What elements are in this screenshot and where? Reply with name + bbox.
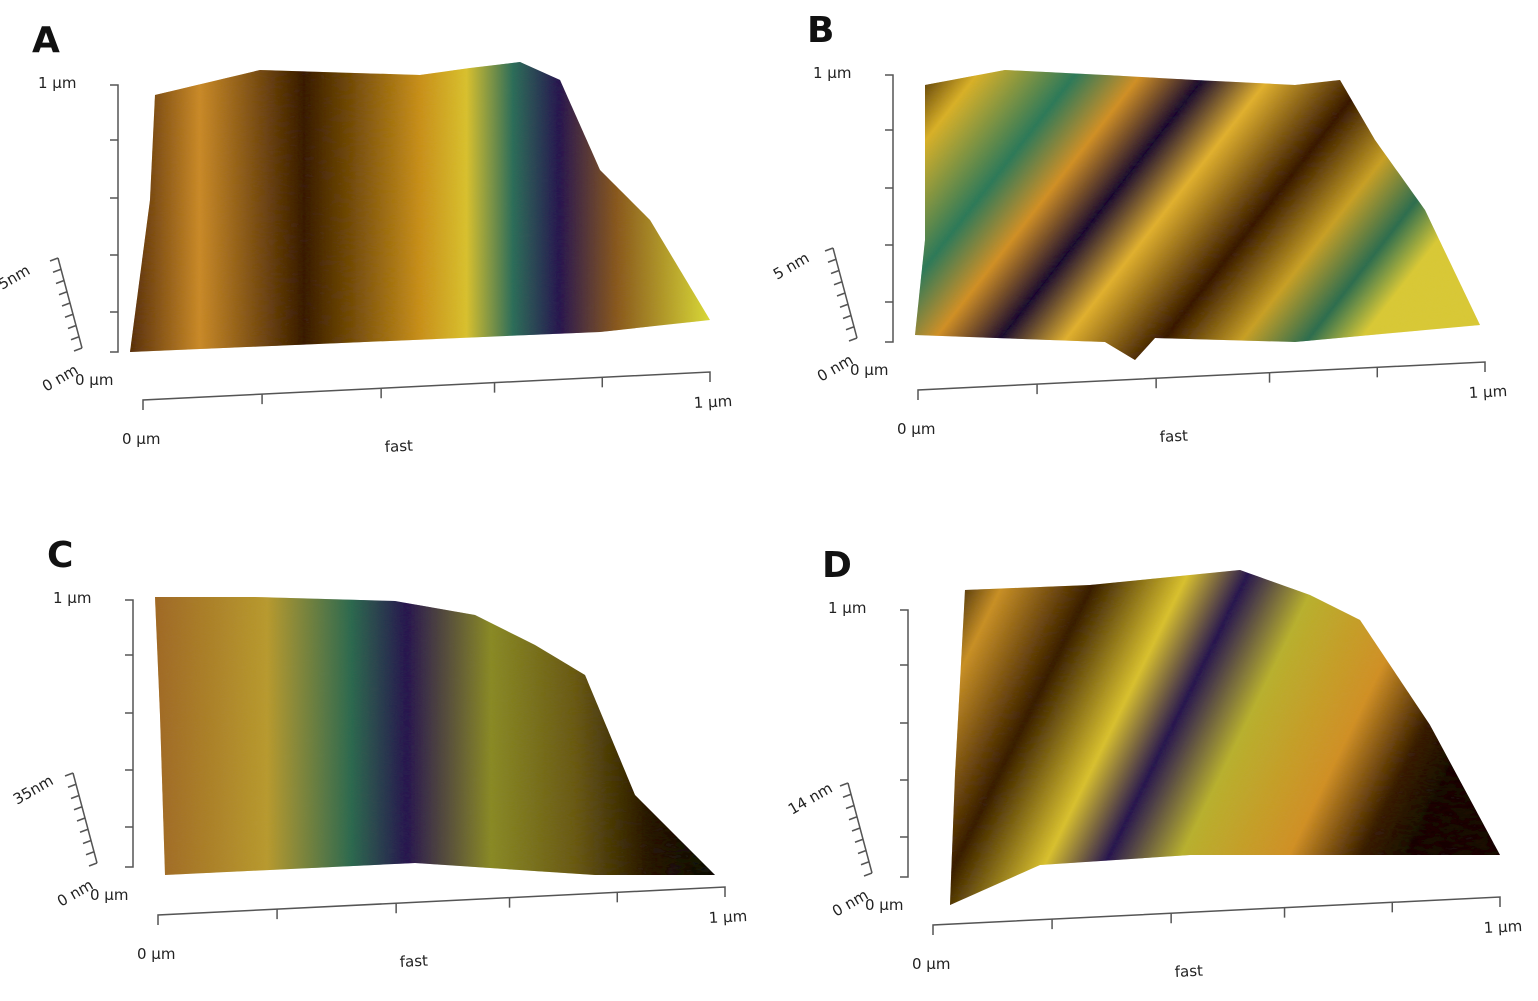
z-tick bbox=[89, 863, 97, 866]
z-tick bbox=[71, 337, 79, 340]
x-axis-title: fast bbox=[384, 437, 413, 456]
z-tick bbox=[65, 314, 73, 317]
panel-label: D bbox=[822, 545, 852, 586]
z-top-label: 5nm bbox=[0, 261, 33, 293]
z-tick bbox=[846, 806, 854, 809]
z-tick bbox=[849, 338, 857, 341]
z-tick bbox=[858, 851, 866, 854]
z-tick bbox=[861, 862, 869, 865]
z-tick bbox=[71, 796, 79, 799]
y-top-label: 1 µm bbox=[813, 64, 851, 82]
z-tick bbox=[837, 293, 845, 296]
x-start-label: 0 µm bbox=[912, 955, 950, 973]
x-start-label: 0 µm bbox=[897, 420, 935, 438]
afm-surface bbox=[130, 62, 710, 352]
panel-label: C bbox=[47, 535, 73, 576]
afm-surface bbox=[915, 70, 1480, 360]
x-start-label: 0 µm bbox=[137, 945, 175, 963]
z-tick bbox=[843, 794, 851, 797]
origin-label: 0 µm bbox=[850, 361, 888, 379]
z-tick bbox=[834, 282, 842, 285]
z-tick bbox=[59, 292, 67, 295]
x-end-label: 1 µm bbox=[1483, 917, 1522, 937]
afm-surface bbox=[155, 597, 715, 875]
z-tick bbox=[840, 783, 848, 786]
z-tick bbox=[840, 304, 848, 307]
z-tick bbox=[843, 316, 851, 319]
x-end-label: 1 µm bbox=[708, 907, 747, 927]
x-end-label: 1 µm bbox=[693, 392, 732, 412]
z-tick bbox=[62, 303, 70, 306]
z-tick bbox=[50, 258, 58, 261]
y-top-label: 1 µm bbox=[828, 599, 866, 617]
panel-label: A bbox=[32, 20, 60, 61]
z-tick bbox=[849, 817, 857, 820]
z-top-label: 14 nm bbox=[785, 779, 836, 819]
z-tick bbox=[74, 807, 82, 810]
z-top-label: 35nm bbox=[10, 771, 56, 808]
z-tick bbox=[86, 852, 94, 855]
x-axis-title: fast bbox=[399, 952, 428, 971]
x-axis bbox=[933, 897, 1500, 935]
afm-surface bbox=[950, 570, 1500, 905]
z-tick bbox=[56, 281, 64, 284]
z-tick bbox=[68, 326, 76, 329]
z-tick bbox=[846, 327, 854, 330]
z-tick bbox=[83, 841, 91, 844]
z-tick bbox=[80, 829, 88, 832]
x-axis bbox=[143, 372, 710, 410]
y-top-label: 1 µm bbox=[38, 74, 76, 92]
z-tick bbox=[831, 271, 839, 274]
origin-label: 0 µm bbox=[865, 896, 903, 914]
z-tick bbox=[828, 259, 836, 262]
z-tick bbox=[855, 839, 863, 842]
z-tick bbox=[74, 348, 82, 351]
z-tick bbox=[53, 269, 61, 272]
origin-label: 0 µm bbox=[75, 371, 113, 389]
x-axis-title: fast bbox=[1159, 427, 1188, 446]
z-top-label: 5 nm bbox=[770, 249, 812, 284]
x-axis-title: fast bbox=[1174, 962, 1203, 981]
z-tick bbox=[65, 773, 73, 776]
x-start-label: 0 µm bbox=[122, 430, 160, 448]
panel-label: B bbox=[807, 10, 834, 51]
x-axis bbox=[918, 362, 1485, 400]
z-tick bbox=[825, 248, 833, 251]
z-tick bbox=[77, 818, 85, 821]
z-tick bbox=[68, 784, 76, 787]
origin-label: 0 µm bbox=[90, 886, 128, 904]
y-top-label: 1 µm bbox=[53, 589, 91, 607]
figure: A1 µm5nm0 nm0 µm0 µmfast1 µmB1 µm5 nm0 n… bbox=[0, 0, 1538, 1001]
z-tick bbox=[852, 828, 860, 831]
z-tick bbox=[864, 873, 872, 876]
x-end-label: 1 µm bbox=[1468, 382, 1507, 402]
x-axis bbox=[158, 887, 725, 925]
